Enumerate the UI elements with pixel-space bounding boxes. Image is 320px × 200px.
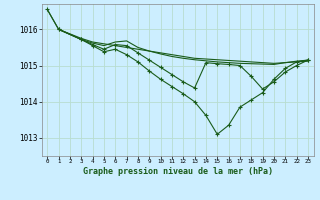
X-axis label: Graphe pression niveau de la mer (hPa): Graphe pression niveau de la mer (hPa) [83, 167, 273, 176]
